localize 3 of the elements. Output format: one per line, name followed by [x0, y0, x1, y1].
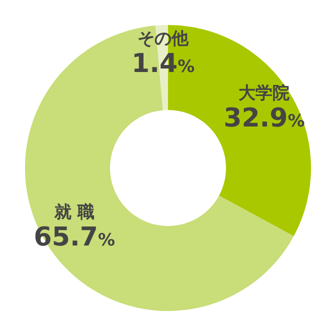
slice-label: 大学院 — [238, 84, 290, 104]
data-label: 32.9% — [224, 104, 305, 134]
slice-label: 就 職 — [53, 202, 94, 222]
